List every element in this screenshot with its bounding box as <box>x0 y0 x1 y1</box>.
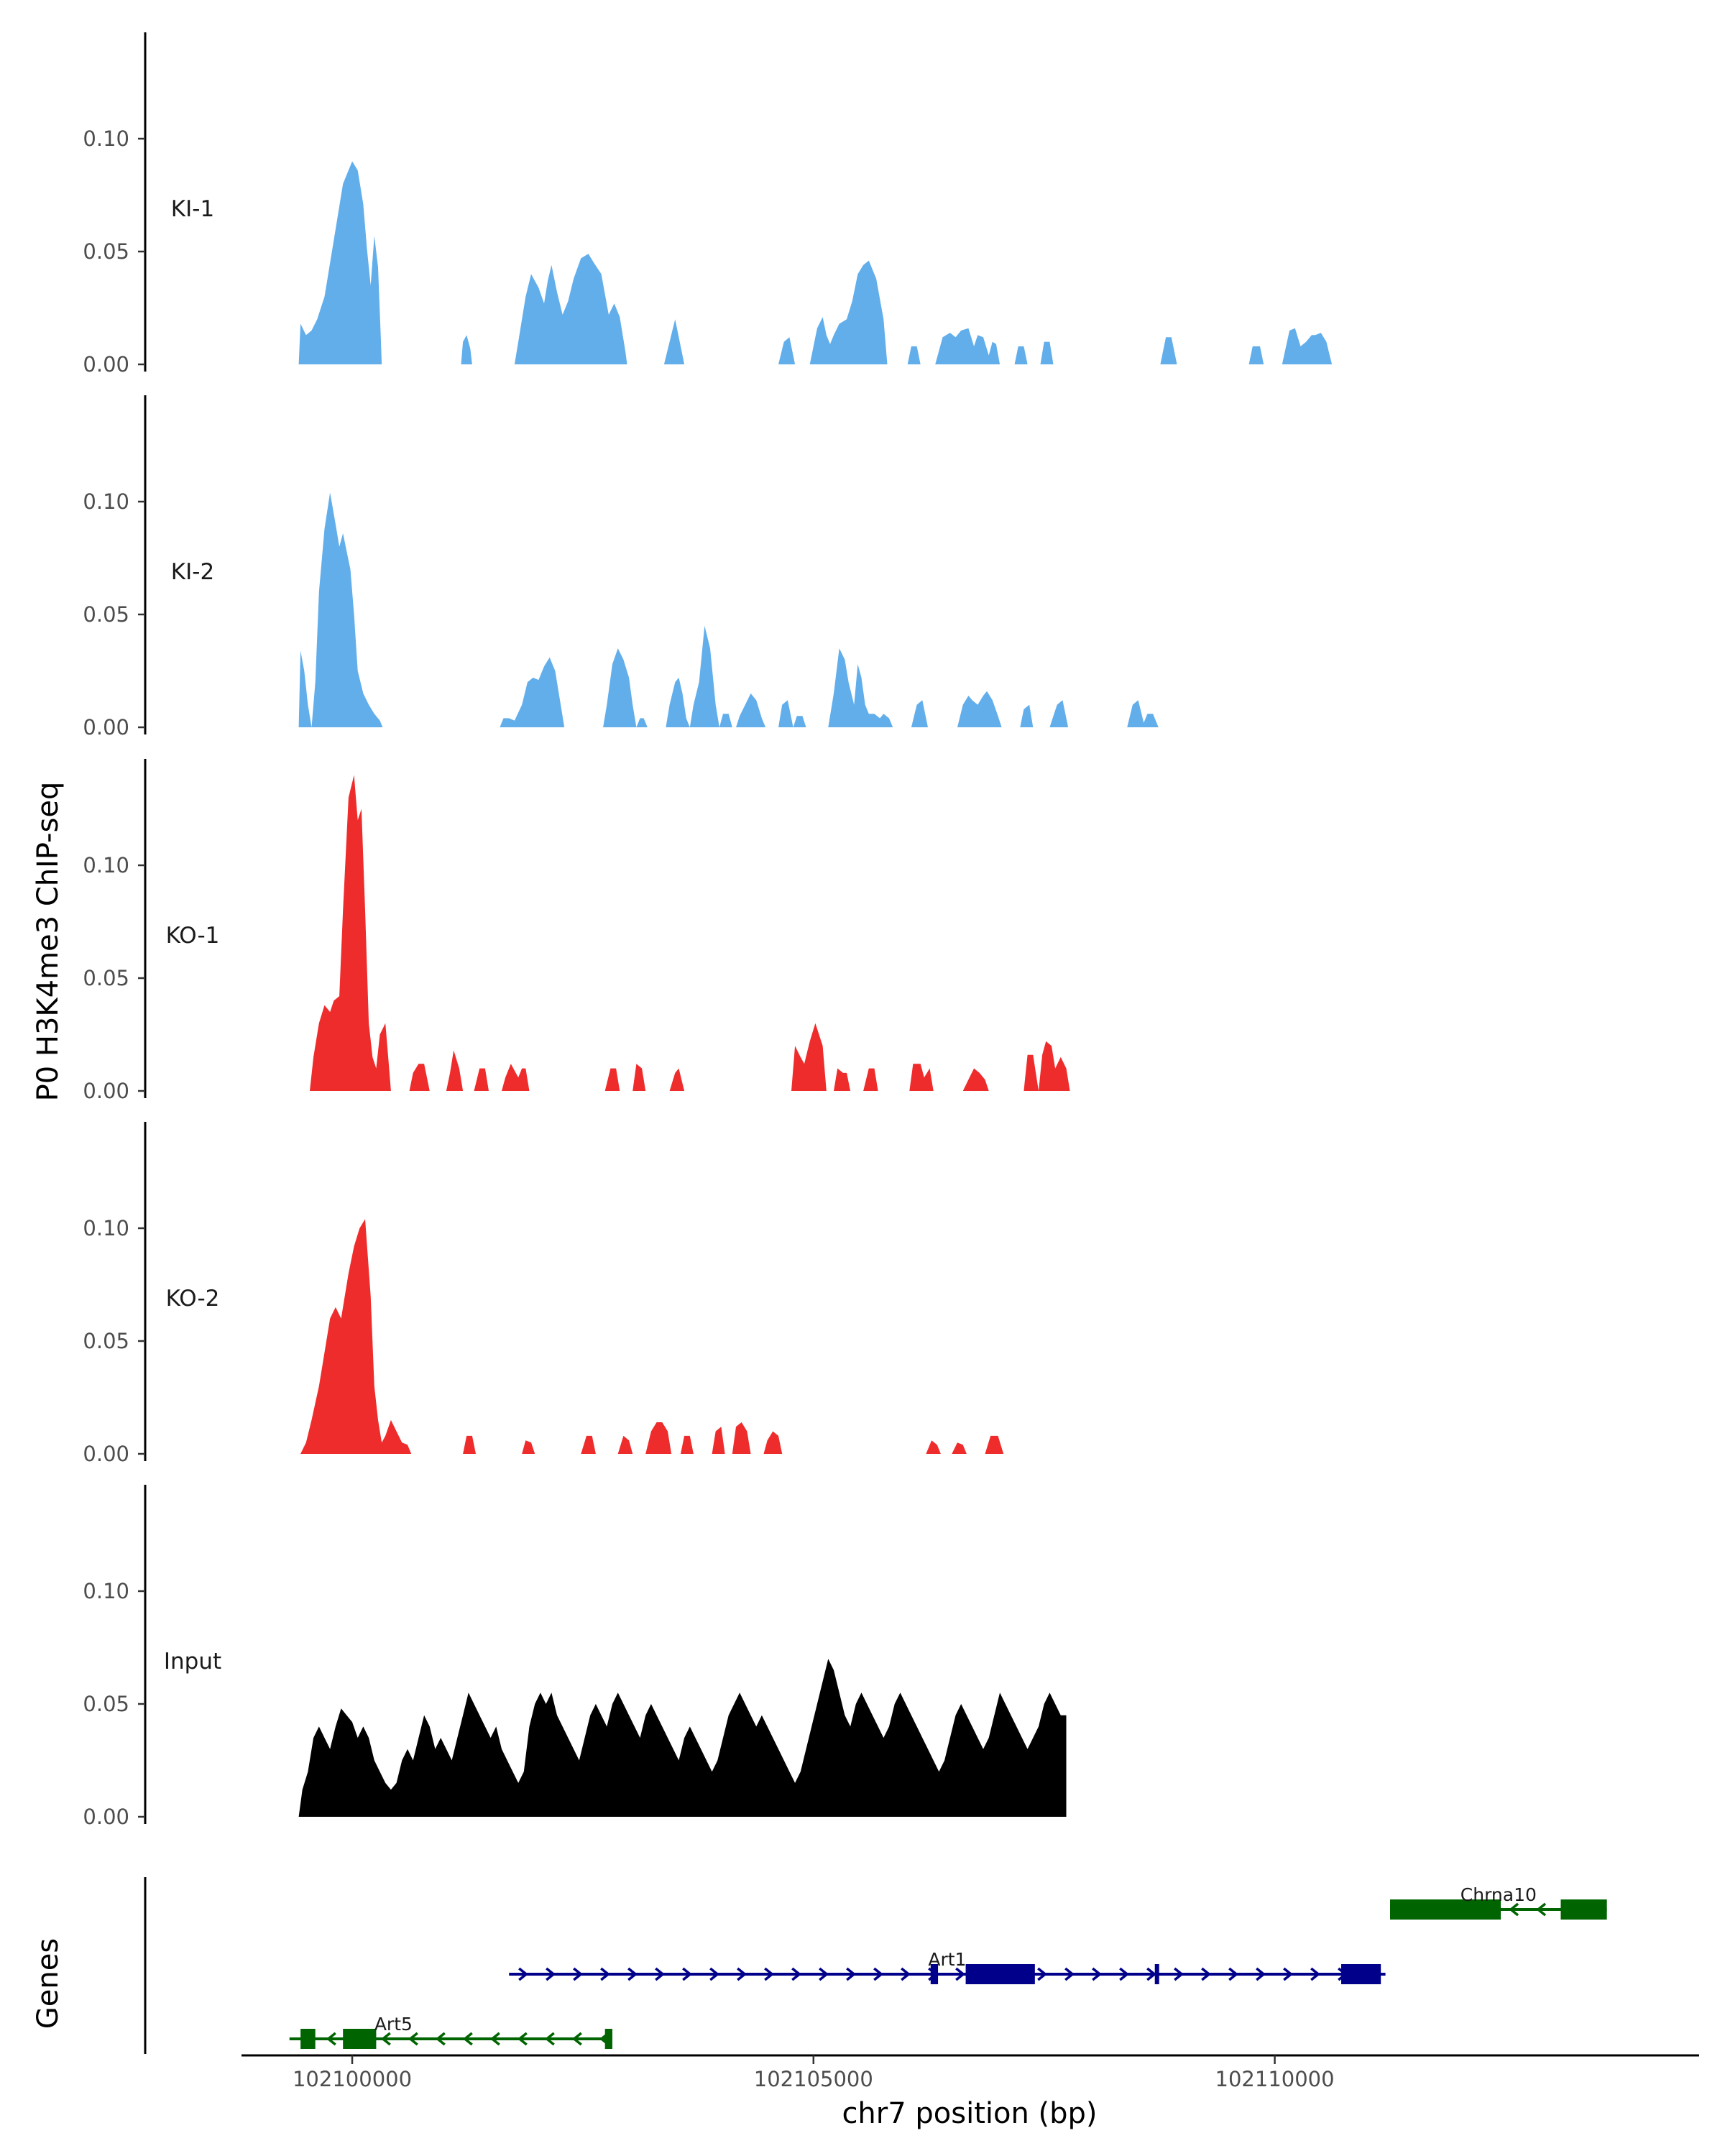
strand-arrow <box>1119 1967 1130 1981</box>
strand-arrow <box>546 1967 556 1981</box>
strand-arrow <box>1536 1902 1547 1917</box>
strand-arrow <box>682 1967 693 1981</box>
track-label: KO-2 <box>166 1286 220 1312</box>
y-tick-label: 0.05 <box>83 1329 129 1353</box>
gene-art5: Art5 <box>289 2014 612 2049</box>
strand-arrow <box>1228 1967 1239 1981</box>
y-tick-label: 0.00 <box>83 1805 129 1829</box>
strand-arrow <box>1256 1967 1266 1981</box>
strand-arrow <box>1283 1967 1294 1981</box>
y-tick-label: 0.10 <box>83 1579 129 1603</box>
strand-arrow <box>544 2032 555 2046</box>
gene-exon <box>930 1964 939 1984</box>
x-tick-label: 102110000 <box>1215 2067 1335 2091</box>
gene-chrna10: Chrna10 <box>1390 1884 1607 1920</box>
y-tick-label: 0.10 <box>83 126 129 151</box>
y-tick-label: 0.00 <box>83 352 129 377</box>
y-tick-label: 0.10 <box>83 489 129 514</box>
genes-layer: Chrna10 Art1 Art5 <box>144 1877 1607 2054</box>
gene-exon <box>1390 1899 1501 1920</box>
coverage-area <box>298 1659 1067 1817</box>
y-tick-label: 0.10 <box>83 853 129 877</box>
track-label: Input <box>164 1649 221 1674</box>
coverage-area <box>310 775 1070 1091</box>
strand-arrow <box>764 1967 775 1981</box>
track-label: KI-2 <box>171 559 214 585</box>
strand-arrow <box>462 2032 473 2046</box>
strand-arrow <box>1092 1967 1103 1981</box>
strand-arrow <box>1146 1967 1157 1981</box>
strand-arrow <box>655 1967 666 1981</box>
strand-arrow <box>573 1967 584 1981</box>
track-ki-1: 0.00 0.05 0.10 KI-1 <box>83 32 1333 377</box>
tracks-layer: 0.00 0.05 0.10 KI-1 0.00 0.05 0.10 KI-2 0.00 0.05… <box>83 32 1333 1829</box>
strand-arrow <box>627 1967 638 1981</box>
strand-arrow <box>846 1967 857 1981</box>
x-tick-label: 102105000 <box>754 2067 873 2091</box>
gene-label: Art5 <box>374 2014 413 2035</box>
strand-arrow <box>1201 1967 1212 1981</box>
strand-arrow <box>571 2032 582 2046</box>
strand-arrow <box>819 1967 829 1981</box>
track-input: 0.00 0.05 0.10 Input <box>83 1485 1067 1829</box>
strand-arrow <box>955 1967 966 1981</box>
strand-arrow <box>737 1967 748 1981</box>
gene-label: Art1 <box>928 1949 966 1970</box>
track-ki-2: 0.00 0.05 0.10 KI-2 <box>83 395 1159 740</box>
strand-arrow <box>1037 1967 1048 1981</box>
gene-exon <box>1340 1964 1381 1984</box>
x-axis-title: chr7 position (bp) <box>842 2097 1097 2130</box>
strand-arrow <box>489 2032 500 2046</box>
strand-arrow <box>709 1967 720 1981</box>
x-tick-label: 102100000 <box>293 2067 412 2091</box>
strand-arrow <box>901 1967 911 1981</box>
coverage-area <box>300 1219 1004 1454</box>
gene-exon <box>300 2029 316 2049</box>
track-label: KO-1 <box>166 923 220 949</box>
strand-arrow <box>435 2032 446 2046</box>
y-axis-title: P0 H3K4me3 ChIP-seq <box>32 782 65 1102</box>
track-ko-2: 0.00 0.05 0.10 KO-2 <box>83 1122 1004 1466</box>
track-ko-1: 0.00 0.05 0.10 KO-1 <box>83 759 1070 1103</box>
y-tick-label: 0.05 <box>83 602 129 627</box>
gene-exon <box>1154 1964 1159 1984</box>
gene-exon <box>965 1964 1035 1984</box>
y-tick-label: 0.10 <box>83 1216 129 1240</box>
gene-exon <box>604 2029 612 2049</box>
strand-arrow <box>326 2032 336 2046</box>
y-tick-label: 0.00 <box>83 1442 129 1466</box>
strand-arrow <box>380 2032 391 2046</box>
strand-arrow <box>1310 1967 1321 1981</box>
y-tick-label: 0.05 <box>83 966 129 990</box>
genes-panel-title: Genes <box>32 1938 65 2029</box>
gene-label: Chrna10 <box>1460 1884 1537 1905</box>
x-axis: 102100000 102105000 102110000 <box>242 2054 1699 2091</box>
strand-arrow <box>1064 1967 1075 1981</box>
strand-arrow <box>408 2032 418 2046</box>
gene-exon <box>343 2029 377 2049</box>
coverage-area <box>298 492 1159 727</box>
strand-arrow <box>517 2032 528 2046</box>
y-tick-label: 0.00 <box>83 1079 129 1103</box>
strand-arrow <box>518 1967 529 1981</box>
coverage-area <box>298 161 1333 364</box>
y-tick-label: 0.00 <box>83 715 129 740</box>
y-tick-label: 0.05 <box>83 239 129 264</box>
gene-exon <box>1560 1899 1607 1920</box>
strand-arrow <box>791 1967 802 1981</box>
strand-arrow <box>873 1967 884 1981</box>
track-label: KI-1 <box>171 196 214 222</box>
strand-arrow <box>1509 1902 1519 1917</box>
strand-arrow <box>600 1967 611 1981</box>
y-tick-label: 0.05 <box>83 1692 129 1716</box>
strand-arrow <box>1174 1967 1184 1981</box>
gene-art1: Art1 <box>509 1949 1386 1984</box>
